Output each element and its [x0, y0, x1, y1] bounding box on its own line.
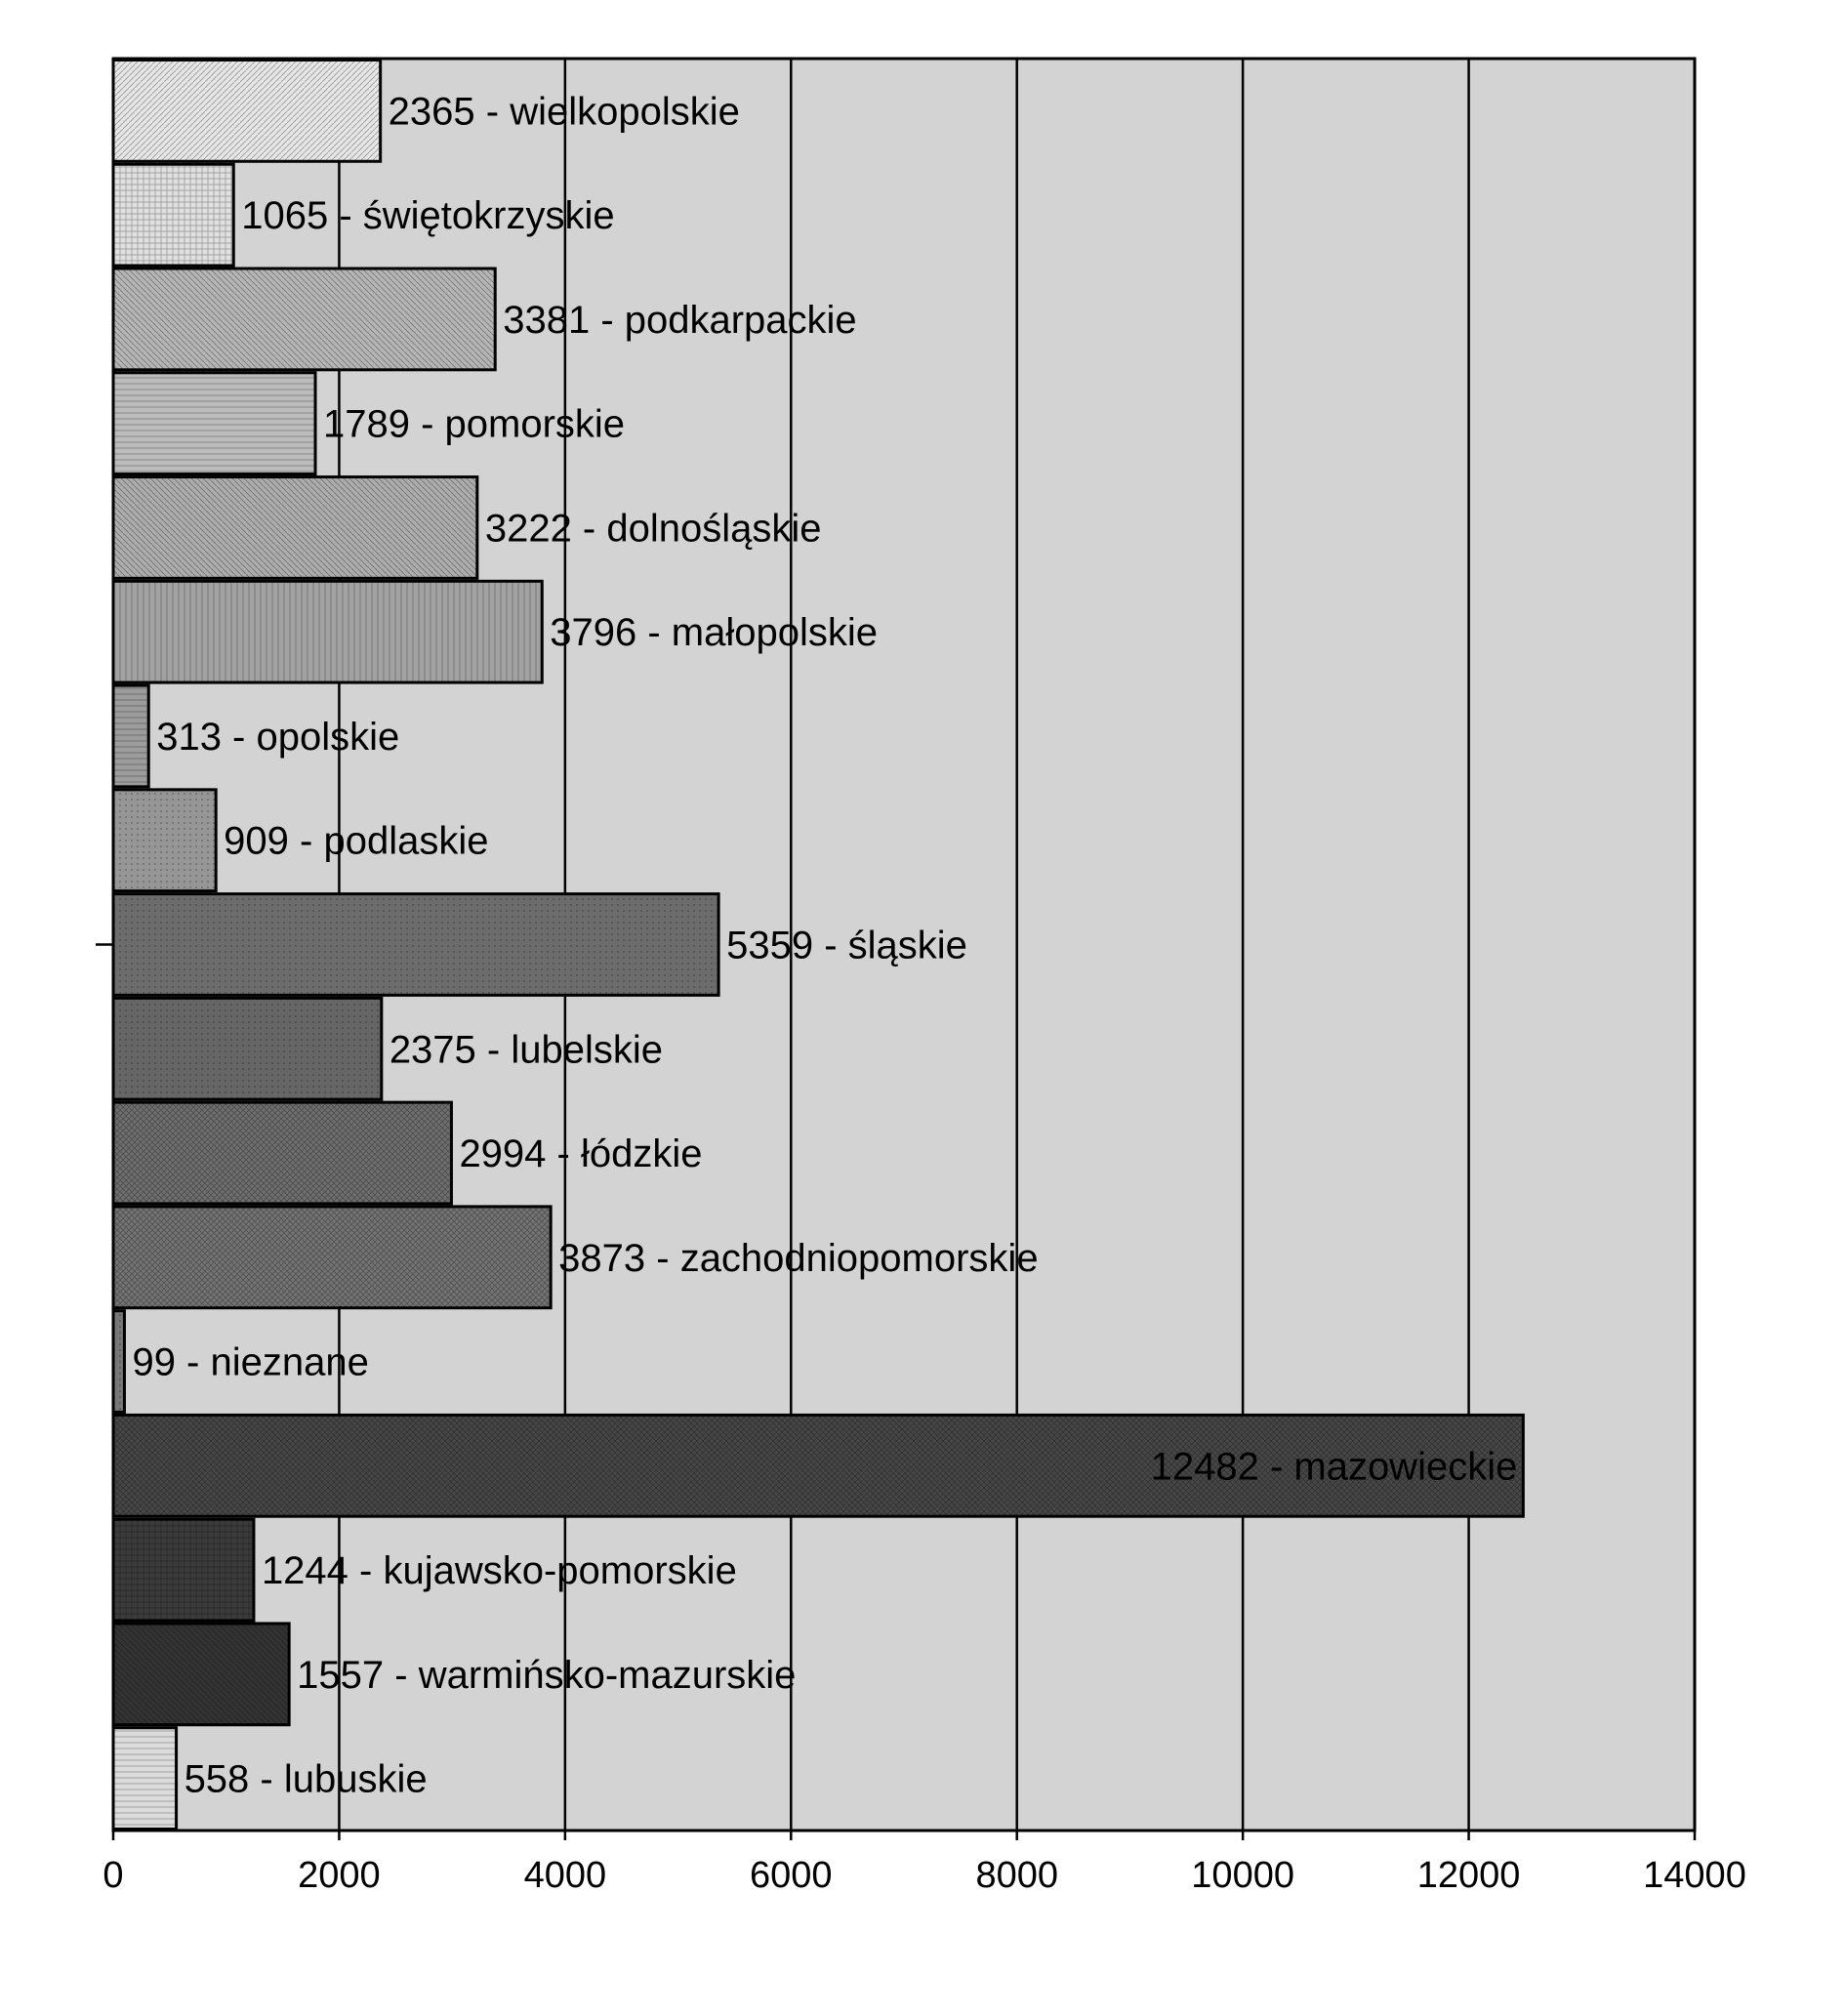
- bar-value-label: 3873 - zachodniopomorskie: [558, 1237, 1038, 1280]
- x-tick-label: 12000: [1417, 1855, 1521, 1896]
- bar: [111, 1413, 1525, 1518]
- bar-value-label: 558 - lubuskie: [184, 1758, 428, 1801]
- bar: [111, 1622, 291, 1727]
- bar: [111, 1517, 256, 1623]
- bar-value-label: 1244 - kujawsko-pomorskie: [262, 1549, 737, 1592]
- bar-value-label: 99 - nieznane: [132, 1341, 368, 1384]
- bar: [111, 1100, 453, 1206]
- x-axis-ticks: 0 2000 4000 6000 8000 10000 12000 14000: [102, 1831, 1746, 1896]
- bar-value-label: 1065 - świętokrzyskie: [241, 194, 614, 237]
- bar-value-label: 313 - opolskie: [156, 716, 399, 759]
- bar-value-label: 12482 - mazowieckie: [1151, 1445, 1518, 1488]
- bar: [111, 1726, 179, 1831]
- bar-value-label: 1789 - pomorskie: [323, 403, 625, 446]
- bar-value-label: 1557 - warmińsko-mazurskie: [297, 1654, 796, 1697]
- bar-value-label: 2994 - łódzkie: [459, 1132, 702, 1175]
- bars: [111, 59, 1525, 1831]
- bar: [111, 59, 383, 163]
- bar-value-label: 5359 - śląskie: [726, 925, 967, 967]
- bar: [111, 683, 150, 789]
- bar-value-label: 2365 - wielkopolskie: [389, 90, 740, 133]
- bar-value-label: 3222 - dolnośląskie: [485, 507, 822, 550]
- x-tick-label: 0: [102, 1855, 123, 1896]
- bar-value-label: 3381 - podkarpackie: [503, 299, 856, 342]
- bar: [111, 371, 317, 476]
- x-tick-label: 2000: [298, 1855, 381, 1896]
- x-tick-label: 10000: [1191, 1855, 1294, 1896]
- x-tick-label: 8000: [975, 1855, 1058, 1896]
- bar: [111, 267, 497, 372]
- x-tick-label: 6000: [750, 1855, 833, 1896]
- bar: [111, 579, 544, 684]
- x-tick-label: 14000: [1643, 1855, 1746, 1896]
- bar: [111, 475, 479, 580]
- bar: [111, 1205, 553, 1310]
- x-tick-label: 4000: [524, 1855, 607, 1896]
- bar: [111, 788, 218, 893]
- bar: [111, 892, 720, 997]
- bar-value-label: 3796 - małopolskie: [550, 611, 878, 654]
- bar-value-label: 2375 - lubelskie: [390, 1028, 663, 1071]
- bar: [111, 1309, 126, 1414]
- bar-value-label: 909 - podlaskie: [224, 820, 488, 863]
- bar-labels: 2365 - wielkopolskie 1065 - świętokrzyski…: [132, 90, 1517, 1800]
- bar: [111, 996, 384, 1101]
- bar: [111, 162, 235, 267]
